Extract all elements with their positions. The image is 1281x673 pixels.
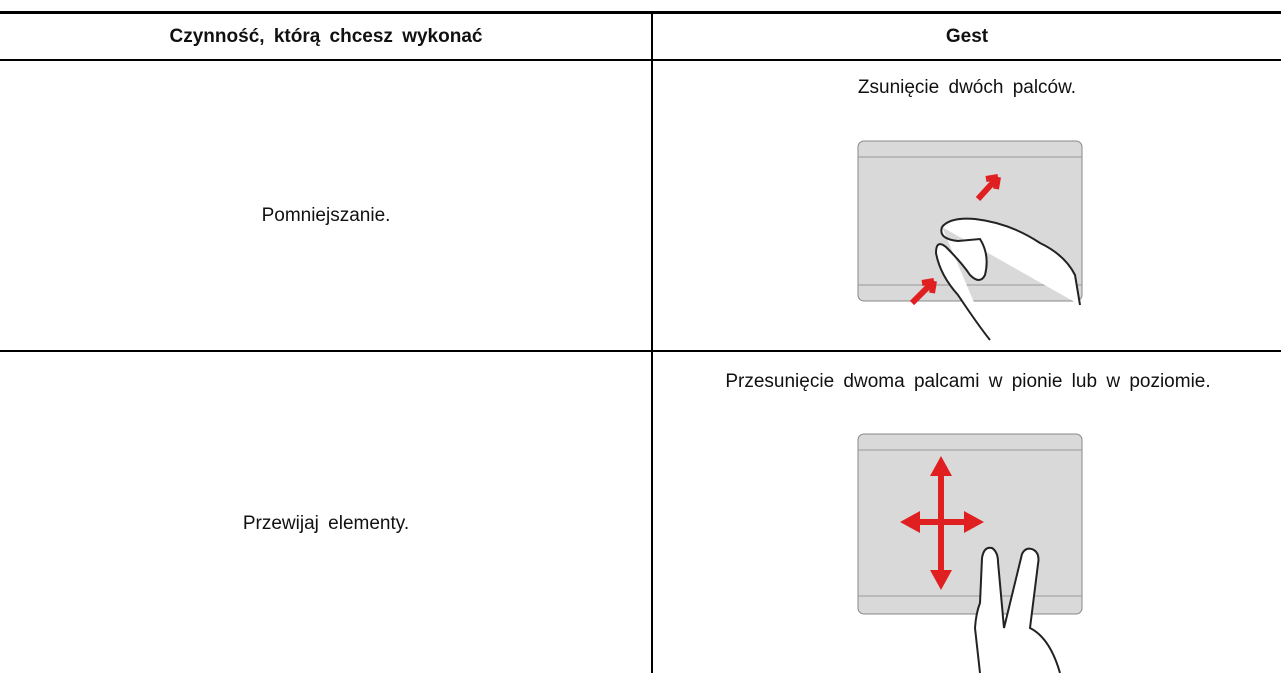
table-top-border [0,11,1281,14]
header-border [0,59,1281,61]
header-cell: Gest [945,26,989,47]
pinch-illustration [857,140,1083,341]
action-cell: Przewijaj elementy. [242,513,410,534]
scroll-illustration [857,433,1083,673]
header-cell: Czynność, którą chcesz wykonać [169,26,483,47]
row-border [0,350,1281,352]
gesture-cell: Przesunięcie dwoma palcami w pionie lub … [725,371,1211,392]
action-cell: Pomniejszanie. [261,205,391,226]
column-divider [651,11,653,673]
gesture-cell: Zsunięcie dwóch palców. [857,77,1077,98]
